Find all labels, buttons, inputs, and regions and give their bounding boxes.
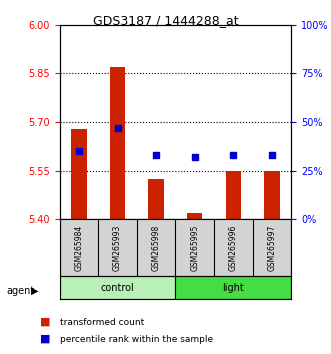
- Bar: [148, 179, 164, 219]
- Text: ■: ■: [40, 317, 50, 327]
- Bar: [110, 67, 125, 219]
- Bar: [187, 213, 203, 219]
- Point: [154, 152, 159, 158]
- Bar: [226, 171, 241, 219]
- Text: GSM265995: GSM265995: [190, 224, 199, 271]
- Text: percentile rank within the sample: percentile rank within the sample: [60, 335, 213, 344]
- Text: GSM265997: GSM265997: [267, 224, 276, 271]
- Text: ▶: ▶: [31, 286, 39, 296]
- Bar: [264, 171, 280, 219]
- Text: transformed count: transformed count: [60, 318, 144, 327]
- Text: control: control: [101, 282, 134, 293]
- Text: GSM265993: GSM265993: [113, 224, 122, 271]
- Bar: [175, 276, 291, 299]
- Point: [231, 152, 236, 158]
- Text: light: light: [222, 282, 244, 293]
- Text: agent: agent: [7, 286, 35, 296]
- Text: GSM265984: GSM265984: [74, 225, 83, 271]
- Point: [115, 125, 120, 131]
- Bar: [71, 129, 87, 219]
- Point: [76, 149, 81, 154]
- Text: GDS3187 / 1444288_at: GDS3187 / 1444288_at: [93, 14, 238, 27]
- Text: GSM265998: GSM265998: [152, 225, 161, 271]
- Point: [269, 152, 275, 158]
- Text: GSM265996: GSM265996: [229, 224, 238, 271]
- Text: ■: ■: [40, 334, 50, 344]
- Point: [192, 154, 197, 160]
- Bar: [60, 276, 175, 299]
